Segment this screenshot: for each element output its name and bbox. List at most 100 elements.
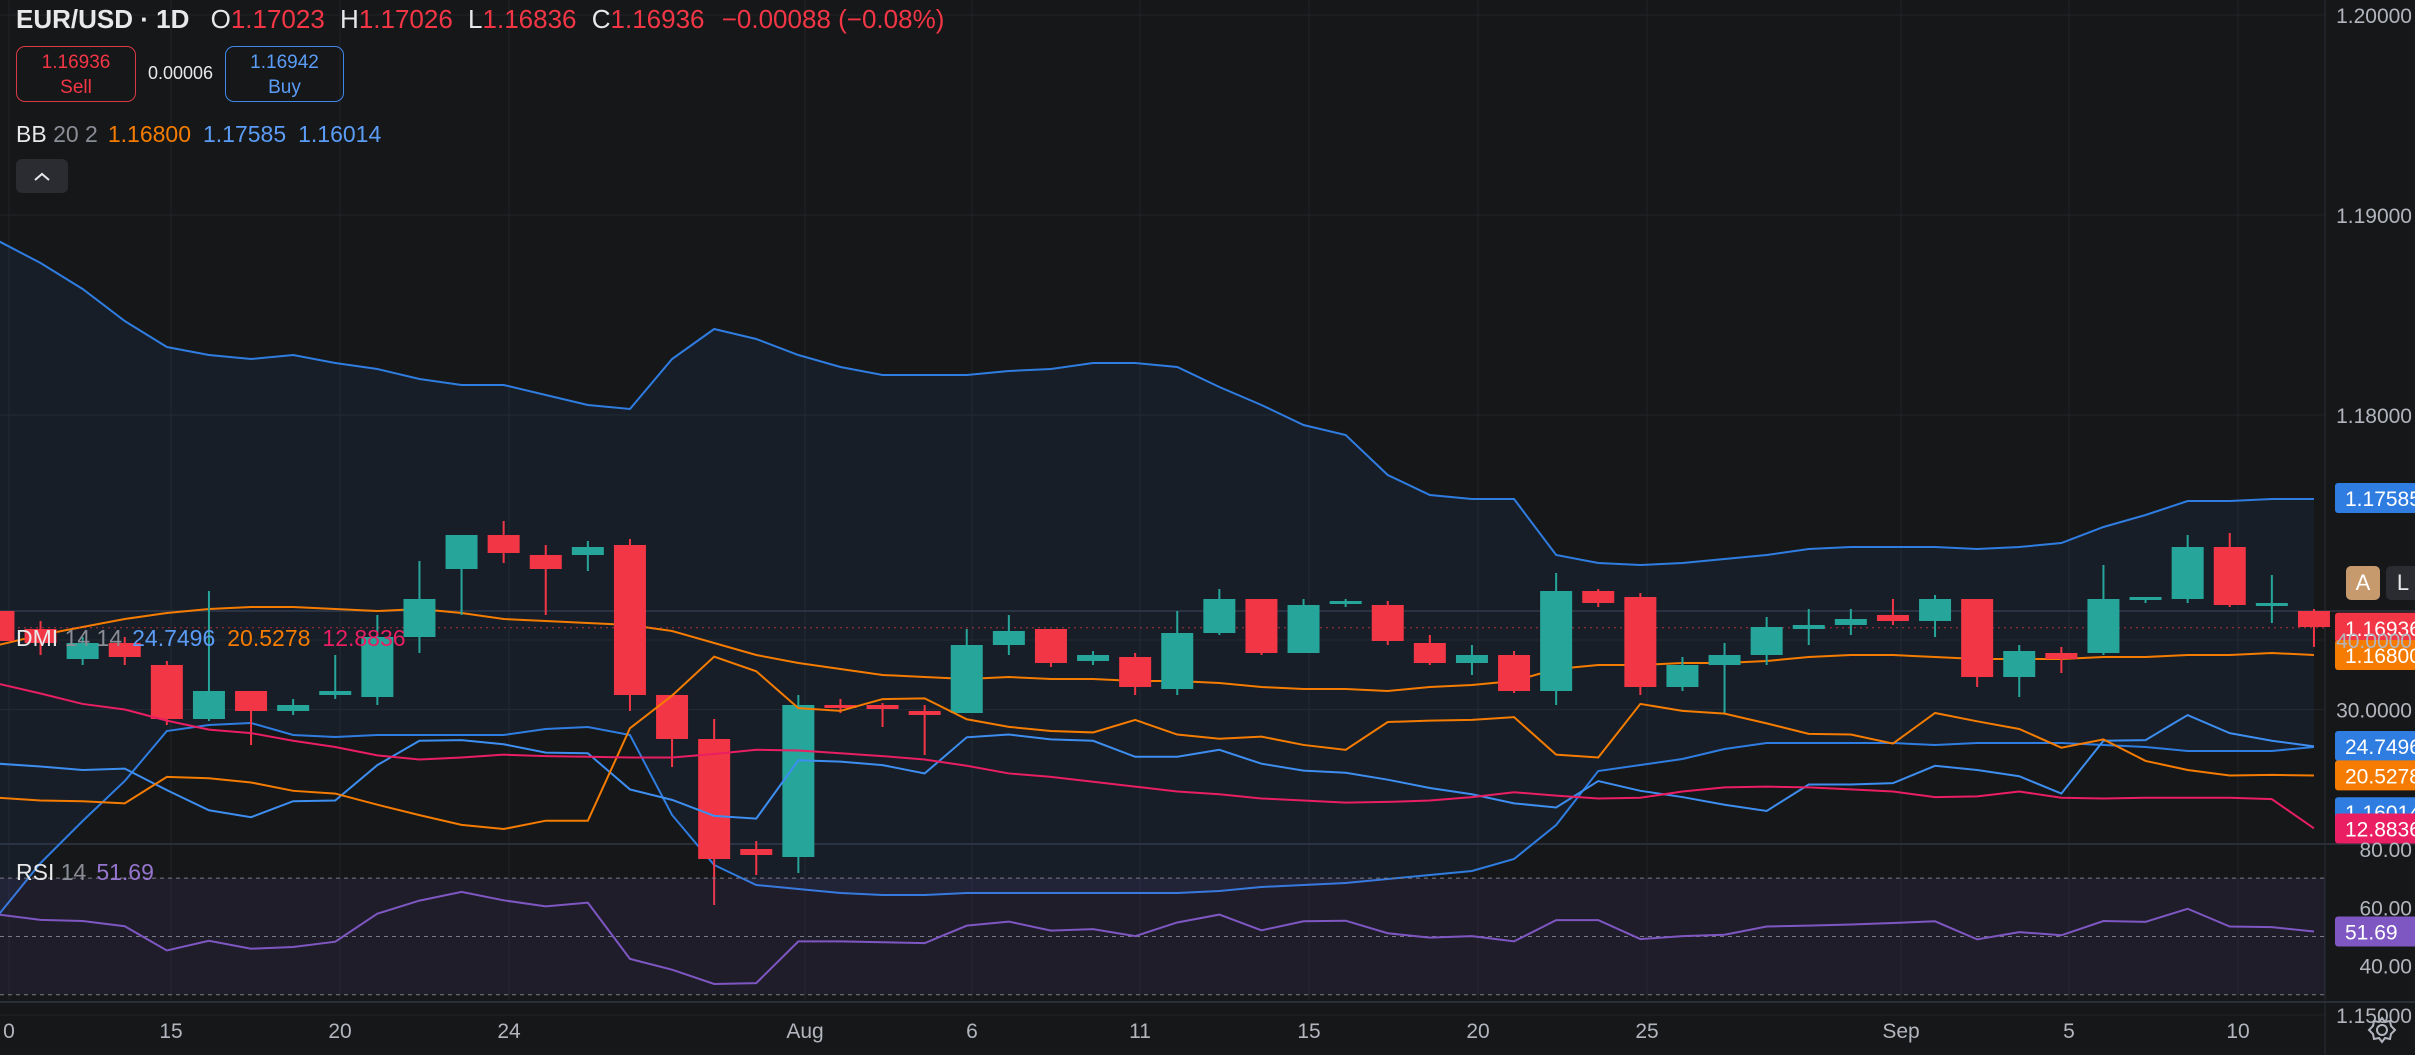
dmi-minus-value: 12.8836 [322, 625, 406, 651]
candle-body [1624, 597, 1657, 687]
symbol-title[interactable]: EUR/USD · 1D [16, 4, 190, 34]
bb-lower-value: 1.16014 [298, 121, 382, 147]
bb-basis-tag: 1.16800 [2345, 645, 2415, 668]
change-value: −0.00088 (−0.08%) [721, 4, 945, 34]
candle-body [2255, 603, 2288, 606]
candle-body [866, 705, 899, 709]
buy-button[interactable]: 1.16942 Buy [225, 46, 344, 102]
high-value: 1.17026 [358, 4, 453, 34]
candle-body [1498, 655, 1531, 691]
rsi-value: 51.69 [96, 859, 154, 885]
y-tick-label: 30.0000 [2336, 700, 2412, 723]
bb-upper-tag: 1.17585 [2345, 488, 2415, 511]
price-pane [0, 240, 2330, 915]
candle-body [361, 637, 394, 697]
x-tick-label: 15 [1297, 1020, 1320, 1043]
sell-button[interactable]: 1.16936 Sell [16, 46, 136, 102]
bb-upper-tag-bg [2335, 483, 2415, 513]
log-scale-button[interactable]: L [2386, 566, 2415, 600]
candle-body [1961, 599, 1994, 677]
candle-body [1203, 599, 1236, 633]
candle-body [1034, 629, 1067, 663]
candle-body [1245, 599, 1278, 653]
bb-basis-line [0, 606, 2314, 693]
dmi-plus-tag-bg [2335, 730, 2415, 761]
candle-body [2003, 651, 2036, 677]
candle-body [1119, 657, 1152, 687]
last-price-tag-bg [2335, 612, 2415, 643]
candle-body [319, 691, 352, 695]
candle-body [1329, 601, 1362, 604]
candle-body [950, 645, 983, 713]
y-tick-label: 1.18000 [2336, 405, 2412, 428]
dmi-minus-tag-bg [2335, 813, 2415, 844]
dmi-adx-tag-bg [2335, 760, 2415, 791]
bb-upper-value: 1.17585 [202, 121, 287, 147]
x-tick-label: 11 [1129, 1020, 1151, 1043]
y-tick-label: 1.19000 [2336, 205, 2412, 228]
dmi-legend[interactable]: DMI 14 14 24.7496 20.5278 12.8836 [16, 625, 418, 652]
sell-price: 1.16936 [41, 52, 111, 73]
candle-body [2171, 547, 2204, 599]
y-tick-label: 1.15000 [2336, 1005, 2412, 1028]
rsi-tag-bg [2335, 916, 2415, 947]
candle-body [1582, 591, 1615, 603]
candle-body [1708, 655, 1741, 665]
x-tick-label: 5 [2063, 1020, 2075, 1043]
candle-body [698, 739, 731, 859]
x-tick-label: 20 [328, 1020, 351, 1043]
rsi-name: RSI [16, 859, 55, 885]
candle-body [0, 611, 15, 641]
gear-icon[interactable] [2366, 1014, 2398, 1046]
bb-band-fill [0, 241, 2314, 914]
open-value: 1.17023 [230, 4, 325, 34]
rsi-legend[interactable]: RSI 14 51.69 [16, 859, 166, 886]
y-tick-label: 40.00 [2359, 956, 2412, 979]
chevron-up-icon[interactable] [16, 159, 68, 193]
bb-params: 20 2 [53, 121, 98, 147]
ohlc-header: EUR/USD · 1D O1.17023 H1.17026 L1.16836 … [16, 4, 944, 35]
candle-body [613, 545, 646, 695]
rsi-pane [0, 877, 2325, 996]
candle-body [1540, 591, 1573, 691]
spread-value: 0.00006 [148, 63, 214, 83]
bb-legend[interactable]: BB 20 2 1.16800 1.17585 1.16014 [16, 121, 393, 148]
candle-body [656, 695, 689, 739]
x-tick-label: 24 [497, 1020, 521, 1043]
dmi-adx-tag: 20.5278 [2345, 765, 2415, 788]
candle-body [1834, 619, 1867, 625]
candle-body [1455, 655, 1488, 663]
candle-body [1161, 633, 1194, 689]
auto-scale-button[interactable]: A [2346, 566, 2380, 600]
dmi-params: 14 14 [64, 625, 123, 651]
x-tick-label: 15 [159, 1020, 182, 1043]
candle-body [1750, 627, 1783, 655]
last-price-tag: 1.16936 [2345, 618, 2415, 641]
candle-body [487, 535, 520, 553]
dmi-name: DMI [16, 625, 59, 651]
high-label: H [340, 4, 359, 34]
dmi-adx-line [0, 655, 2314, 831]
sell-label: Sell [60, 77, 92, 98]
rsi-params: 14 [60, 859, 87, 885]
candle-body [445, 535, 478, 569]
dmi-minus-tag: 12.8836 [2345, 818, 2415, 841]
dmi-pane [0, 655, 2315, 831]
x-tick-label: 0 [3, 1020, 15, 1043]
dmi-plus-value: 24.7496 [132, 625, 216, 651]
candle-body [403, 599, 436, 637]
candle-body [235, 691, 268, 711]
candle-body [2045, 653, 2078, 659]
bb-basis-tag-bg [2335, 640, 2415, 670]
rsi-tag: 51.69 [2345, 922, 2398, 945]
candle-body [571, 547, 604, 555]
candle-body [2297, 611, 2330, 627]
x-tick-label: Aug [786, 1020, 823, 1043]
candle-body [908, 711, 941, 715]
low-value: 1.16836 [482, 4, 577, 34]
candle-body [529, 555, 562, 569]
candle-body [108, 643, 141, 657]
candle-body [1077, 655, 1110, 661]
low-label: L [468, 4, 483, 34]
